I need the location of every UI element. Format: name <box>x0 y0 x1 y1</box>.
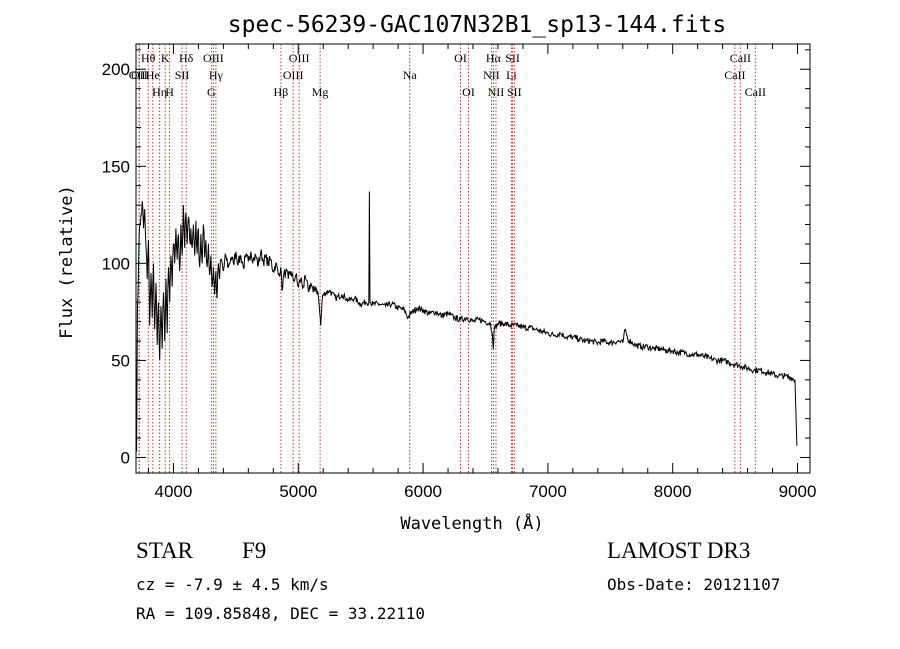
x-axis-label: Wavelength (Å) <box>400 512 543 534</box>
redshift-velocity: cz = -7.9 ± 4.5 km/s <box>136 575 329 594</box>
line-marker-label-0: OII <box>131 68 148 82</box>
line-marker-label-27: CaII <box>745 85 766 99</box>
x-tick-label-7000: 7000 <box>529 482 567 501</box>
object-class: STAR <box>136 538 193 563</box>
x-tick-label-5000: 5000 <box>279 482 317 501</box>
survey-name: LAMOST DR3 <box>607 538 751 563</box>
object-subclass: F9 <box>242 538 267 563</box>
line-marker-label-12: Hβ <box>274 85 289 99</box>
line-marker-label-15: Mg <box>312 85 329 99</box>
line-marker-label-23: Li <box>506 68 517 82</box>
axis-ticks: 4000 5000 6000 7000 8000 9000 0 50 100 150 200 <box>102 44 817 501</box>
line-marker-label-22: SII <box>505 51 520 65</box>
observation-date: Obs-Date: 20121107 <box>607 575 781 594</box>
y-tick-label-200: 200 <box>102 60 130 79</box>
y-tick-label-100: 100 <box>102 254 130 273</box>
line-marker-label-17: OI <box>454 51 467 65</box>
y-tick-label-150: 150 <box>102 157 130 176</box>
spectrum-line <box>135 191 798 452</box>
line-marker-label-16: Na <box>403 68 418 82</box>
y-axis-label: Flux (relative) <box>57 185 77 339</box>
line-marker-label-25: CaII <box>730 51 751 65</box>
y-tick-label-50: 50 <box>111 351 130 370</box>
line-marker-label-18: OI <box>462 85 475 99</box>
line-marker-label-10: Hγ <box>209 68 224 82</box>
line-marker-label-5: K <box>161 51 170 65</box>
chart-title: spec-56239-GAC107N32B1_sp13-144.fits <box>228 12 727 38</box>
line-marker-label-8: Hδ <box>179 51 194 65</box>
x-tick-label-6000: 6000 <box>404 482 442 501</box>
line-marker-label-2: OIII <box>129 68 150 82</box>
sky-coordinates: RA = 109.85848, DEC = 33.22110 <box>136 604 425 623</box>
line-marker-label-9: OIII <box>203 51 224 65</box>
line-marker-label-3: He <box>146 68 160 82</box>
line-marker-label-11: G <box>207 85 216 99</box>
x-tick-label-4000: 4000 <box>155 482 193 501</box>
line-marker-label-21: NII <box>488 85 505 99</box>
line-marker-label-20: NII <box>483 68 500 82</box>
x-tick-label-9000: 9000 <box>779 482 817 501</box>
line-marker-label-26: CaII <box>724 68 745 82</box>
line-marker-label-7: H <box>165 85 174 99</box>
line-marker-label-14: OIII <box>283 68 304 82</box>
line-marker-label-6: SII <box>175 68 190 82</box>
line-marker-label-24: SII <box>507 85 522 99</box>
line-marker-label-13: OIII <box>289 51 310 65</box>
line-marker-label-19: Hα <box>486 51 502 65</box>
y-tick-label-0: 0 <box>121 448 130 467</box>
x-tick-label-8000: 8000 <box>654 482 692 501</box>
line-marker-label-4: Hη <box>152 85 167 99</box>
spectrum-series <box>135 191 798 452</box>
line-marker-label-1: Hθ <box>141 51 156 65</box>
